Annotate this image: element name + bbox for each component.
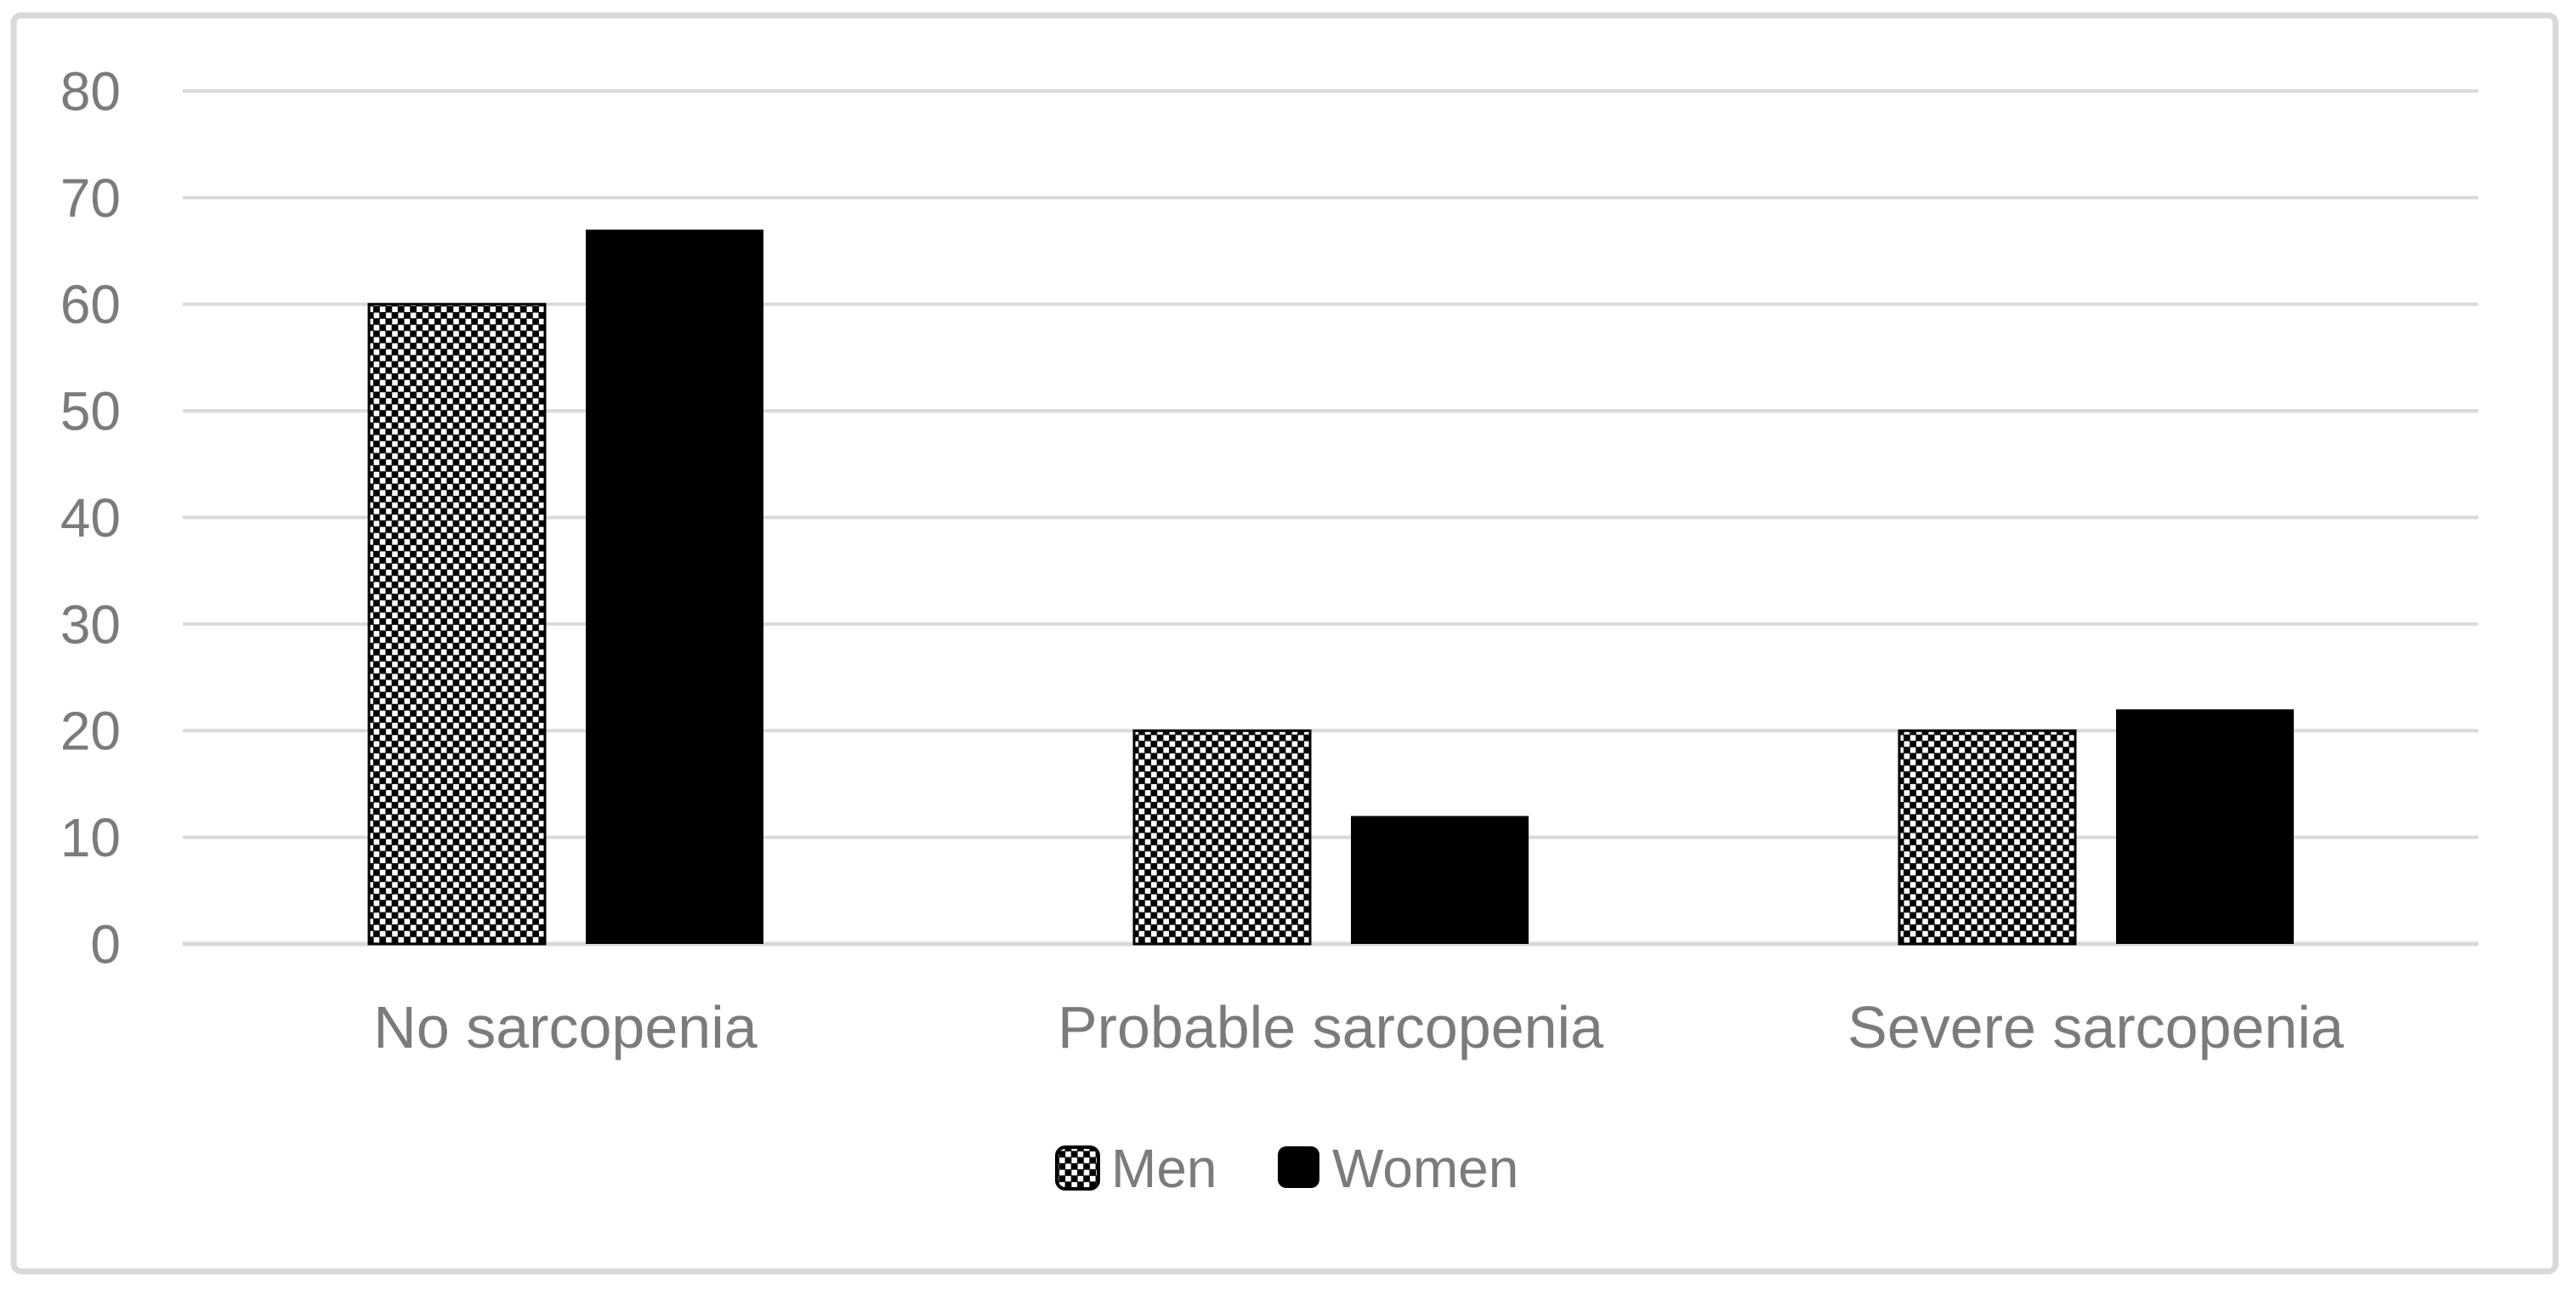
y-tick-label: 40	[60, 487, 121, 549]
gridlines-group	[183, 89, 2478, 946]
bar-women-1	[586, 229, 763, 944]
x-category-label: Probable sarcopenia	[1058, 994, 1603, 1060]
y-tick-label: 50	[60, 381, 121, 442]
y-tick-label: 20	[60, 701, 121, 762]
x-category-label: Severe sarcopenia	[1847, 994, 2344, 1060]
legend-swatch-women-solid	[1278, 1146, 1319, 1188]
y-tick-label: 60	[60, 274, 121, 335]
chart-frame-border	[10, 12, 2559, 1275]
y-tick-label: 0	[90, 913, 121, 975]
y-tick-label: 10	[60, 807, 121, 868]
bar-women-2	[1351, 816, 1529, 944]
x-axis-labels-group: No sarcopenia Probable sarcopenia Severe s…	[373, 994, 2344, 1060]
y-tick-label: 70	[60, 168, 121, 229]
legend-swatch-men-pattern	[1055, 1145, 1100, 1191]
legend-group: Men Women	[1055, 1138, 1518, 1199]
y-axis-labels-group: 0 10 20 30 40 50 60 70 80	[60, 60, 121, 975]
x-category-label: No sarcopenia	[373, 994, 757, 1060]
y-tick-label: 80	[60, 60, 121, 122]
bar-men-2	[1132, 729, 1312, 946]
bars-group	[367, 229, 2294, 946]
bar-men-3	[1898, 729, 2077, 946]
bar-men-1	[367, 303, 547, 946]
legend-label-men: Men	[1111, 1138, 1217, 1199]
legend-label-women: Women	[1332, 1138, 1518, 1199]
y-tick-label: 30	[60, 594, 121, 655]
bar-women-3	[2116, 709, 2294, 944]
